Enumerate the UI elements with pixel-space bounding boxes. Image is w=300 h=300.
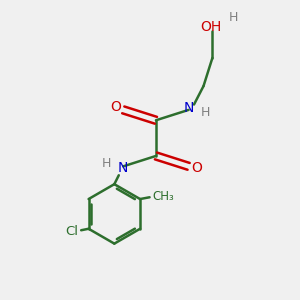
Text: H: H (229, 11, 238, 24)
Text: O: O (191, 161, 203, 175)
Text: CH₃: CH₃ (153, 190, 174, 202)
Text: OH: OH (200, 20, 222, 34)
Text: N: N (118, 161, 128, 175)
Text: H: H (102, 157, 112, 170)
Text: O: O (110, 100, 121, 114)
Text: H: H (200, 106, 210, 119)
Text: Cl: Cl (65, 225, 78, 238)
Text: N: N (184, 101, 194, 116)
